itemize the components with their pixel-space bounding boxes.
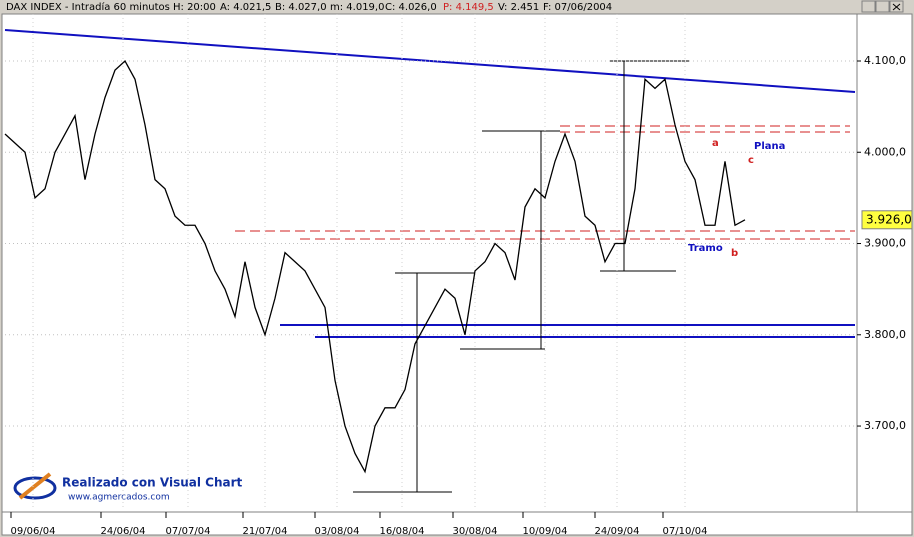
x-tick-label: 24/09/04	[595, 526, 640, 537]
logo-icon	[13, 476, 57, 500]
x-tick-label: 10/09/04	[523, 526, 568, 537]
header-field: B: 4.027,0	[275, 2, 327, 13]
y-tick-label: 4.100,0	[864, 54, 906, 67]
logo-icon	[18, 472, 52, 500]
x-tick-label: 03/08/04	[315, 526, 360, 537]
x-tick-label: 09/06/04	[11, 526, 56, 537]
price-line	[4, 59, 746, 474]
annotation: a	[712, 138, 719, 149]
x-tick-label: 30/08/04	[453, 526, 498, 537]
y-tick-label: 4.000,0	[864, 145, 906, 158]
header-field: F: 07/06/2004	[543, 2, 612, 13]
x-tick-label: 16/08/04	[380, 526, 425, 537]
measure-lines	[353, 60, 690, 493]
header-field: V: 2.451	[498, 2, 539, 13]
close-icon	[892, 3, 901, 11]
annotation: b	[731, 248, 738, 259]
x-tick-label: 07/10/04	[663, 526, 708, 537]
annotation: Plana	[754, 141, 785, 152]
y-tick-label: 3.800,0	[864, 328, 906, 341]
logo-text: Realizado con Visual Chart	[62, 476, 243, 490]
x-tick-label: 21/07/04	[243, 526, 288, 537]
header-field: P: 4.149,5	[443, 2, 494, 13]
header: DAX INDEX - Intradía 60 minutos H: 20:00…	[6, 1, 612, 13]
logo-url: www.agmercados.com	[68, 493, 170, 503]
x-tick-label: 07/07/04	[166, 526, 211, 537]
y-tick-label: 3.900,0	[864, 237, 906, 250]
x-tick-label: 24/06/04	[101, 526, 146, 537]
annotations: a b c Plana Tramo	[688, 138, 785, 259]
logo-box	[10, 468, 210, 506]
annotation: c	[748, 155, 754, 166]
y-tick-label: 3.700,0	[864, 419, 906, 432]
annotation: Tramo	[688, 243, 723, 254]
chart-title: DAX INDEX - Intradía 60 minutos	[6, 1, 170, 13]
last-value-box	[861, 210, 913, 230]
minimize-button[interactable]	[861, 0, 876, 13]
maximize-button[interactable]	[875, 0, 890, 13]
header-field: C: 4.026,0	[385, 2, 437, 13]
header-field: m: 4.019,0	[330, 2, 384, 13]
logo: Realizado con Visual Chart www.agmercado…	[10, 468, 243, 506]
header-field: H: 20:00	[173, 2, 216, 13]
plot-background	[1, 13, 913, 536]
window-buttons	[861, 0, 904, 13]
trend-line	[4, 29, 856, 93]
last-value-label: 3.926,0	[866, 212, 912, 226]
header-field: A: 4.021,5	[220, 2, 271, 13]
